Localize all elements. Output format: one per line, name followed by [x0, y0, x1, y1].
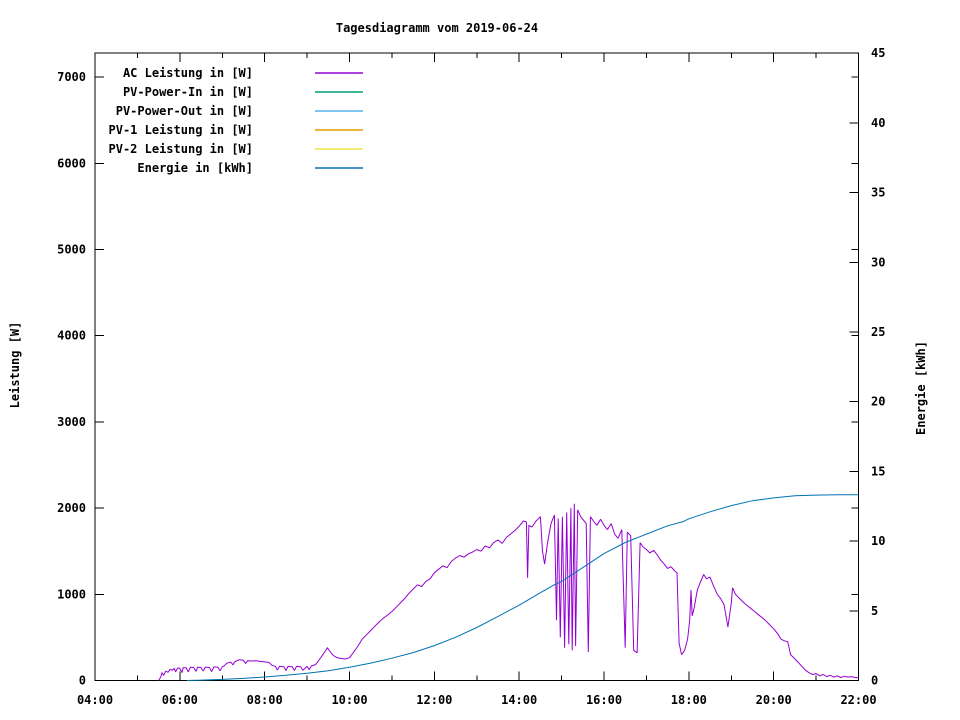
series-line-energie-in-kwh- — [186, 494, 859, 681]
y-tick-label: 5000 — [57, 243, 86, 257]
y-tick-label: 3000 — [57, 415, 86, 429]
y2-tick-label: 10 — [871, 534, 885, 548]
y-axis-label: Leistung [W] — [8, 321, 22, 409]
legend-label: PV-1 Leistung in [W] — [109, 123, 254, 137]
y-tick-label: 2000 — [57, 501, 86, 515]
chart-title: Tagesdiagramm vom 2019-06-24 — [335, 21, 539, 35]
x-tick-label: 08:00 — [247, 693, 283, 707]
y2-tick-label: 5 — [871, 604, 878, 618]
x-tick-label: 12:00 — [416, 693, 452, 707]
y2-tick-label: 30 — [871, 255, 885, 269]
legend-label: PV-2 Leistung in [W] — [109, 142, 254, 156]
y2-tick-label: 40 — [871, 116, 885, 130]
x-tick-label: 16:00 — [586, 693, 622, 707]
x-tick-label: 22:00 — [840, 693, 876, 707]
legend-label: PV-Power-In in [W] — [123, 85, 253, 99]
y-tick-label: 6000 — [57, 156, 86, 170]
y2-tick-label: 35 — [871, 186, 885, 200]
y2-tick-label: 45 — [871, 46, 885, 60]
y2-axis-label: Energie [kWh] — [914, 341, 928, 435]
x-tick-label: 18:00 — [671, 693, 707, 707]
y-tick-label: 0 — [79, 674, 86, 688]
y2-tick-label: 20 — [871, 395, 885, 409]
legend-label: AC Leistung in [W] — [123, 66, 253, 80]
legend-label: PV-Power-Out in [W] — [116, 104, 253, 118]
y2-tick-label: 0 — [871, 674, 878, 688]
x-tick-label: 10:00 — [331, 693, 367, 707]
series-line-ac-leistung-in-w- — [158, 503, 859, 681]
y2-tick-label: 25 — [871, 325, 885, 339]
x-tick-label: 04:00 — [77, 693, 113, 707]
y2-tick-label: 15 — [871, 464, 885, 478]
x-tick-label: 14:00 — [501, 693, 537, 707]
y-tick-label: 1000 — [57, 587, 86, 601]
y-tick-label: 7000 — [57, 70, 86, 84]
y-tick-label: 4000 — [57, 329, 86, 343]
legend-label: Energie in [kWh] — [137, 161, 253, 175]
x-tick-label: 20:00 — [756, 693, 792, 707]
x-tick-label: 06:00 — [162, 693, 198, 707]
